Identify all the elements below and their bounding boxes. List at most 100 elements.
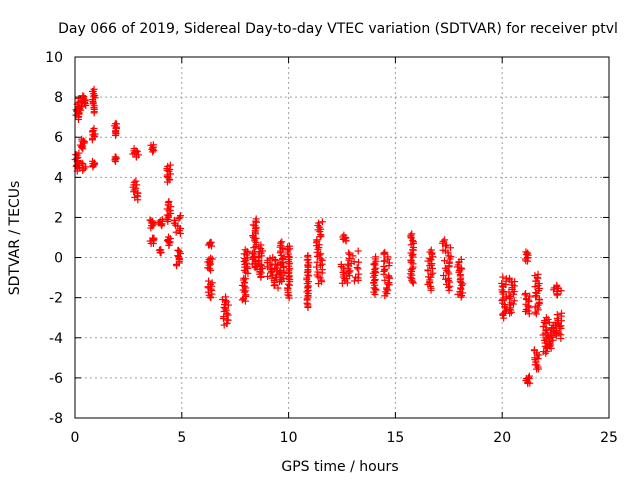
data-point <box>439 237 447 245</box>
data-point <box>257 269 265 277</box>
data-point <box>257 241 265 249</box>
data-point <box>340 231 348 239</box>
data-point <box>427 246 435 254</box>
data-point <box>172 228 180 236</box>
data-point <box>428 260 436 268</box>
data-point <box>223 298 231 306</box>
data-point <box>439 246 447 254</box>
y-tick-label: -6 <box>49 371 63 387</box>
data-point <box>408 265 416 273</box>
data-point <box>206 239 214 247</box>
data-point <box>304 251 312 259</box>
data-point <box>354 247 362 255</box>
data-point <box>445 258 453 266</box>
data-point <box>286 242 294 250</box>
data-point <box>532 310 540 318</box>
data-point <box>79 160 87 168</box>
data-point <box>345 249 353 257</box>
y-tick-label: 2 <box>54 210 63 226</box>
grid-lines <box>75 57 609 418</box>
data-point <box>130 145 138 153</box>
data-point <box>274 284 282 292</box>
data-point <box>524 374 532 382</box>
data-point <box>558 309 566 317</box>
data-point <box>79 92 87 100</box>
data-point <box>208 255 216 263</box>
data-point <box>318 256 326 264</box>
data-point <box>314 268 322 276</box>
data-point <box>277 239 285 247</box>
data-point <box>129 150 137 158</box>
data-point <box>523 249 531 257</box>
data-point <box>350 277 358 285</box>
data-point <box>525 372 533 380</box>
y-tick-label: 4 <box>54 170 63 186</box>
data-point <box>134 189 142 197</box>
data-point <box>146 216 154 224</box>
data-point <box>381 248 389 256</box>
data-point <box>76 141 84 149</box>
data-point <box>548 325 556 333</box>
data-point <box>133 148 141 156</box>
data-point <box>534 270 542 278</box>
data-point <box>286 253 294 261</box>
data-point <box>89 157 97 165</box>
data-point <box>313 248 321 256</box>
data-point <box>166 161 174 169</box>
data-point <box>271 255 279 263</box>
y-tick-label: 0 <box>54 251 63 267</box>
data-point <box>350 258 358 266</box>
data-point <box>384 280 392 288</box>
data-point <box>352 273 360 281</box>
data-point <box>345 268 353 276</box>
data-point <box>223 316 231 324</box>
y-tick-label: -2 <box>49 291 63 307</box>
data-point <box>407 231 415 239</box>
data-point <box>174 246 182 254</box>
data-point <box>541 317 549 325</box>
data-point <box>238 296 246 304</box>
data-point <box>458 281 466 289</box>
data-point <box>553 311 561 319</box>
data-point <box>149 141 157 149</box>
data-point <box>165 197 173 205</box>
data-point <box>531 272 539 280</box>
data-point <box>303 295 311 303</box>
data-point <box>441 264 449 272</box>
data-point <box>384 253 392 261</box>
data-point <box>427 271 435 279</box>
data-point <box>113 120 121 128</box>
data-point <box>315 219 323 227</box>
data-point <box>534 355 542 363</box>
data-point <box>240 274 248 282</box>
data-point <box>81 96 89 104</box>
data-point <box>498 279 506 287</box>
data-point <box>535 295 543 303</box>
data-point <box>355 270 363 278</box>
data-point <box>241 246 249 254</box>
data-point <box>372 264 380 272</box>
data-point <box>264 272 272 280</box>
data-point <box>546 329 554 337</box>
y-tick-label: 10 <box>45 50 63 66</box>
data-point <box>132 177 140 185</box>
x-axis-title: GPS time / hours <box>281 459 398 475</box>
data-point <box>526 292 534 300</box>
data-point <box>313 271 321 279</box>
data-point <box>344 260 352 268</box>
data-point <box>165 233 173 241</box>
data-point <box>531 283 539 291</box>
data-point <box>457 255 465 263</box>
data-point <box>149 234 157 242</box>
data-point <box>166 235 174 243</box>
data-points <box>71 85 566 387</box>
data-point <box>372 253 380 261</box>
plot-frame <box>74 56 610 419</box>
data-point <box>163 205 171 213</box>
data-point <box>75 149 83 157</box>
data-point <box>252 215 260 223</box>
data-point <box>441 236 449 244</box>
data-point <box>553 281 561 289</box>
